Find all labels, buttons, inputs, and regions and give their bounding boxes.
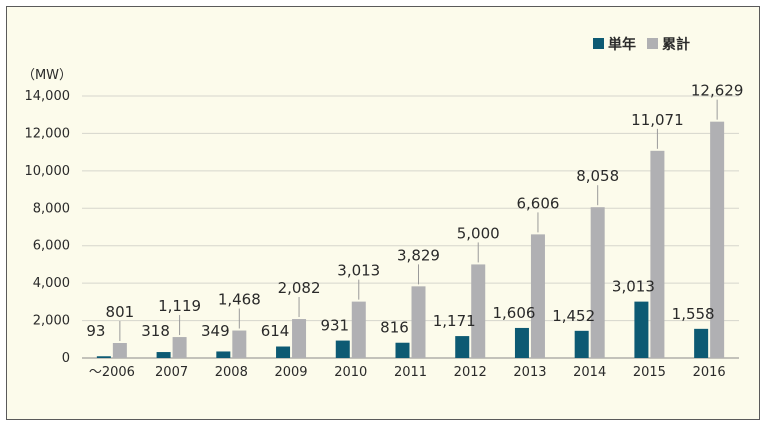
bar-cumulative	[471, 264, 486, 358]
x-tick-label: 2014	[573, 365, 606, 380]
data-label-cumulative: 801	[106, 303, 135, 321]
bar-annual	[514, 327, 529, 358]
bar-cumulative	[590, 207, 605, 358]
data-label-cumulative: 8,058	[576, 167, 619, 185]
x-tick-label: 2008	[215, 365, 248, 380]
legend-label-annual: 単年	[608, 36, 636, 53]
bar-annual	[574, 330, 589, 358]
y-tick-label: 14,000	[25, 89, 71, 104]
bar-chart: 0 2,000 4,000 6,000 8,000 10,000 12,000 14,000 （…	[22, 36, 744, 380]
bar-annual	[694, 328, 709, 358]
data-label-annual: 93	[86, 322, 105, 340]
bar-annual	[96, 356, 111, 358]
y-unit-label: （MW）	[22, 68, 72, 83]
data-label-annual: 931	[320, 317, 349, 335]
chart-frame: 0 2,000 4,000 6,000 8,000 10,000 12,000 14,000 （…	[6, 6, 760, 420]
x-tick-label: 2010	[334, 365, 367, 380]
data-label-annual: 1,558	[672, 305, 715, 323]
data-label-cumulative: 12,629	[691, 82, 744, 100]
bar-cumulative	[292, 319, 307, 358]
bar-annual	[634, 301, 649, 358]
data-label-annual: 349	[201, 322, 230, 340]
x-tick-label: 2009	[274, 365, 307, 380]
x-tick-label: 2013	[513, 365, 546, 380]
y-tick-label: 12,000	[25, 126, 71, 141]
x-tick-label: 2015	[633, 365, 666, 380]
bar-cumulative	[650, 150, 665, 358]
bar-annual	[335, 340, 350, 358]
bar-cumulative	[710, 121, 725, 358]
data-label-cumulative: 5,000	[457, 224, 500, 242]
bar-cumulative	[232, 330, 247, 358]
bar-annual	[156, 352, 171, 358]
legend-swatch-cumulative	[647, 38, 658, 49]
bar-cumulative	[172, 337, 187, 358]
data-label-annual: 318	[141, 322, 170, 340]
legend-swatch-annual	[593, 38, 604, 49]
y-tick-label: 10,000	[25, 164, 71, 179]
data-label-annual: 3,013	[612, 278, 655, 296]
x-tick-label: 2016	[693, 365, 726, 380]
y-tick-label: 6,000	[33, 239, 70, 254]
bar-annual	[455, 336, 470, 358]
data-label-annual: 1,606	[492, 304, 535, 322]
data-label-annual: 1,171	[433, 312, 476, 330]
data-label-cumulative: 3,829	[397, 246, 440, 264]
data-label-cumulative: 1,119	[158, 297, 201, 315]
data-label-annual: 816	[380, 319, 409, 337]
x-tick-label: 2011	[394, 365, 427, 380]
bar-annual	[276, 346, 291, 358]
legend-label-cumulative: 累計	[662, 36, 690, 53]
x-tick-label: 〜2006	[89, 365, 135, 380]
y-tick-label: 0	[62, 351, 70, 366]
y-tick-label: 8,000	[33, 201, 70, 216]
bar-annual	[395, 342, 410, 358]
bar-cumulative	[530, 234, 545, 358]
bar-cumulative	[112, 343, 127, 358]
x-tick-label: 2012	[454, 365, 487, 380]
x-tick-label: 2007	[155, 365, 188, 380]
data-label-cumulative: 6,606	[516, 194, 559, 212]
data-label-cumulative: 2,082	[278, 279, 321, 297]
data-label-cumulative: 3,013	[337, 262, 380, 280]
bar-annual	[216, 351, 231, 358]
data-label-cumulative: 11,071	[631, 111, 684, 129]
y-tick-label: 2,000	[33, 314, 70, 329]
y-tick-label: 4,000	[33, 276, 70, 291]
data-label-cumulative: 1,468	[218, 291, 261, 309]
bar-cumulative	[351, 301, 366, 358]
data-label-annual: 1,452	[552, 307, 595, 325]
bar-cumulative	[411, 286, 426, 358]
data-label-annual: 614	[261, 322, 290, 340]
